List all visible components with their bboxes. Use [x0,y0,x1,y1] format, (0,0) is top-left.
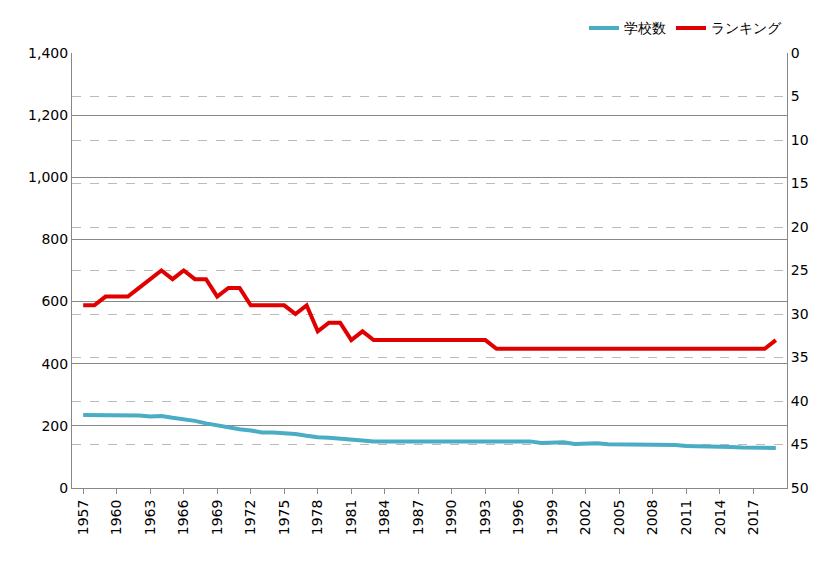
svg-text:25: 25 [791,262,809,278]
svg-text:40: 40 [791,393,809,409]
svg-text:学校数: 学校数 [624,20,666,36]
svg-text:1969: 1969 [209,500,225,536]
svg-text:800: 800 [41,231,68,247]
svg-text:2017: 2017 [745,500,761,536]
svg-text:1987: 1987 [410,500,426,536]
svg-text:1,000: 1,000 [28,169,68,185]
svg-text:1972: 1972 [242,500,258,536]
svg-text:1960: 1960 [108,500,124,536]
svg-text:1993: 1993 [477,500,493,536]
svg-text:1978: 1978 [309,500,325,536]
svg-text:1999: 1999 [544,500,560,536]
svg-text:1,200: 1,200 [28,107,68,123]
svg-text:5: 5 [791,88,800,104]
svg-text:10: 10 [791,132,809,148]
svg-text:45: 45 [791,436,809,452]
svg-text:1996: 1996 [510,500,526,536]
svg-text:0: 0 [791,45,800,61]
svg-text:2014: 2014 [712,500,728,536]
svg-text:1,400: 1,400 [28,45,68,61]
svg-text:2002: 2002 [577,500,593,536]
svg-text:0: 0 [59,480,68,496]
svg-text:1957: 1957 [75,500,91,536]
svg-text:15: 15 [791,175,809,191]
svg-text:2008: 2008 [644,500,660,536]
svg-text:1966: 1966 [175,500,191,536]
svg-text:200: 200 [41,418,68,434]
svg-text:1975: 1975 [276,500,292,536]
svg-text:ランキング: ランキング [711,20,782,36]
svg-text:1990: 1990 [443,500,459,536]
svg-text:30: 30 [791,306,809,322]
svg-text:400: 400 [41,356,68,372]
svg-text:1981: 1981 [343,500,359,536]
svg-text:2011: 2011 [678,500,694,536]
svg-text:600: 600 [41,293,68,309]
svg-text:2005: 2005 [611,500,627,536]
svg-text:1984: 1984 [376,500,392,536]
svg-text:50: 50 [791,480,809,496]
svg-text:20: 20 [791,219,809,235]
svg-text:1963: 1963 [142,500,158,536]
svg-text:35: 35 [791,349,809,365]
